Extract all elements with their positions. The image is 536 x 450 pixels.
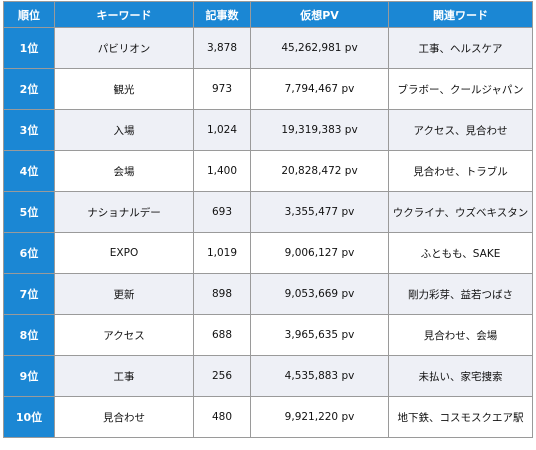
rank-cell: 3位 [3, 109, 55, 151]
rank-cell: 7位 [3, 273, 55, 315]
article-count-cell: 3,878 [193, 27, 251, 69]
header-article-count: 記事数 [193, 1, 251, 28]
header-related-words: 関連ワード [388, 1, 533, 28]
pv-cell: 7,794,467 pv [250, 68, 389, 110]
keyword-cell: 工事 [54, 355, 194, 397]
keyword-cell: パビリオン [54, 27, 194, 69]
table-row: 4位 会場 1,400 20,828,472 pv 見合わせ、トラブル [3, 150, 533, 192]
rank-cell: 4位 [3, 150, 55, 192]
keyword-cell: ナショナルデー [54, 191, 194, 233]
header-rank: 順位 [3, 1, 55, 28]
article-count-cell: 1,400 [193, 150, 251, 192]
article-count-cell: 1,019 [193, 232, 251, 274]
rank-cell: 9位 [3, 355, 55, 397]
related-words-cell: 地下鉄、コスモスクエア駅 [388, 396, 533, 438]
keyword-cell: 更新 [54, 273, 194, 315]
table-row: 9位 工事 256 4,535,883 pv 未払い、家宅捜索 [3, 355, 533, 397]
rank-cell: 1位 [3, 27, 55, 69]
table-row: 1位 パビリオン 3,878 45,262,981 pv 工事、ヘルスケア [3, 27, 533, 69]
pv-cell: 3,965,635 pv [250, 314, 389, 356]
article-count-cell: 1,024 [193, 109, 251, 151]
pv-cell: 9,053,669 pv [250, 273, 389, 315]
pv-cell: 4,535,883 pv [250, 355, 389, 397]
rank-cell: 10位 [3, 396, 55, 438]
related-words-cell: 未払い、家宅捜索 [388, 355, 533, 397]
related-words-cell: アクセス、見合わせ [388, 109, 533, 151]
related-words-cell: 工事、ヘルスケア [388, 27, 533, 69]
rank-cell: 6位 [3, 232, 55, 274]
keyword-cell: 観光 [54, 68, 194, 110]
article-count-cell: 256 [193, 355, 251, 397]
header-virtual-pv: 仮想PV [250, 1, 389, 28]
keyword-cell: 会場 [54, 150, 194, 192]
table-row: 6位 EXPO 1,019 9,006,127 pv ふともも、SAKE [3, 232, 533, 274]
table-row: 10位 見合わせ 480 9,921,220 pv 地下鉄、コスモスクエア駅 [3, 396, 533, 438]
related-words-cell: ブラボー、クールジャパン [388, 68, 533, 110]
pv-cell: 3,355,477 pv [250, 191, 389, 233]
article-count-cell: 973 [193, 68, 251, 110]
rank-cell: 5位 [3, 191, 55, 233]
rank-cell: 8位 [3, 314, 55, 356]
ranking-table-container: 順位 キーワード 記事数 仮想PV 関連ワード 1位 パビリオン 3,878 4… [3, 1, 533, 438]
article-count-cell: 693 [193, 191, 251, 233]
keyword-cell: 見合わせ [54, 396, 194, 438]
table-row: 5位 ナショナルデー 693 3,355,477 pv ウクライナ、ウズベキスタ… [3, 191, 533, 233]
related-words-cell: ふともも、SAKE [388, 232, 533, 274]
keyword-ranking-table: 順位 キーワード 記事数 仮想PV 関連ワード 1位 パビリオン 3,878 4… [3, 1, 533, 438]
table-header-row: 順位 キーワード 記事数 仮想PV 関連ワード [3, 1, 533, 28]
related-words-cell: 見合わせ、トラブル [388, 150, 533, 192]
related-words-cell: ウクライナ、ウズベキスタン [388, 191, 533, 233]
pv-cell: 45,262,981 pv [250, 27, 389, 69]
article-count-cell: 898 [193, 273, 251, 315]
pv-cell: 19,319,383 pv [250, 109, 389, 151]
table-row: 7位 更新 898 9,053,669 pv 剛力彩芽、益若つばさ [3, 273, 533, 315]
table-row: 2位 観光 973 7,794,467 pv ブラボー、クールジャパン [3, 68, 533, 110]
header-keyword: キーワード [54, 1, 194, 28]
pv-cell: 9,921,220 pv [250, 396, 389, 438]
rank-cell: 2位 [3, 68, 55, 110]
pv-cell: 9,006,127 pv [250, 232, 389, 274]
keyword-cell: 入場 [54, 109, 194, 151]
related-words-cell: 見合わせ、会場 [388, 314, 533, 356]
table-row: 8位 アクセス 688 3,965,635 pv 見合わせ、会場 [3, 314, 533, 356]
related-words-cell: 剛力彩芽、益若つばさ [388, 273, 533, 315]
keyword-cell: EXPO [54, 232, 194, 274]
article-count-cell: 688 [193, 314, 251, 356]
article-count-cell: 480 [193, 396, 251, 438]
table-row: 3位 入場 1,024 19,319,383 pv アクセス、見合わせ [3, 109, 533, 151]
pv-cell: 20,828,472 pv [250, 150, 389, 192]
keyword-cell: アクセス [54, 314, 194, 356]
